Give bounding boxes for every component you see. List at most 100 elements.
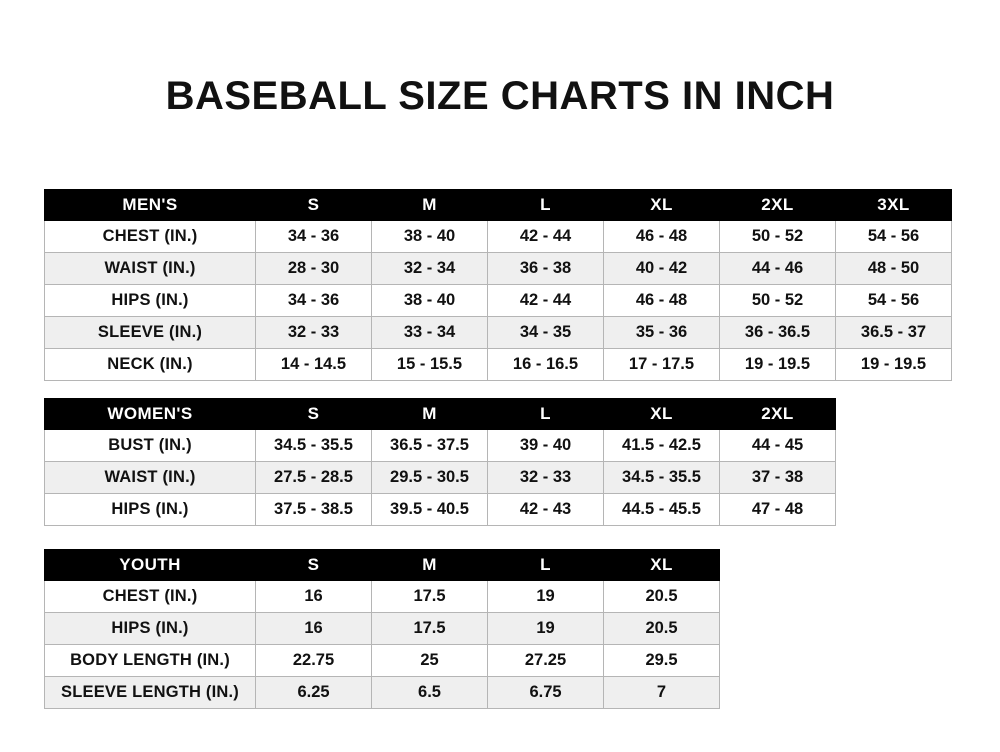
measurement-cell: 27.5 - 28.5 <box>255 461 372 494</box>
youth-chart-block: YOUTH S M L XL CHEST (IN.) 16 17.5 19 20.5 HIPS (… <box>44 549 720 709</box>
womens-row-label: WAIST (IN.) <box>44 461 256 494</box>
measurement-cell: 37.5 - 38.5 <box>255 493 372 526</box>
measurement-cell: 17 - 17.5 <box>603 348 720 381</box>
womens-header-category: WOMEN'S <box>44 398 256 430</box>
youth-size-table: YOUTH S M L XL CHEST (IN.) 16 17.5 19 20.5 HIPS (… <box>44 549 720 709</box>
measurement-cell: 16 - 16.5 <box>487 348 604 381</box>
mens-row-label: NECK (IN.) <box>44 348 256 381</box>
measurement-cell: 35 - 36 <box>603 316 720 349</box>
measurement-cell: 54 - 56 <box>835 284 952 317</box>
youth-table-body: CHEST (IN.) 16 17.5 19 20.5 HIPS (IN.) 16 17.5 1… <box>44 580 720 709</box>
page-title: BASEBALL SIZE CHARTS IN INCH <box>165 74 835 118</box>
measurement-cell: 50 - 52 <box>719 284 836 317</box>
youth-row-label: BODY LENGTH (IN.) <box>44 644 256 677</box>
measurement-cell: 27.25 <box>487 644 604 677</box>
measurement-cell: 50 - 52 <box>719 220 836 253</box>
measurement-cell: 44.5 - 45.5 <box>603 493 720 526</box>
measurement-cell: 28 - 30 <box>255 252 372 285</box>
table-row: NECK (IN.) 14 - 14.5 15 - 15.5 16 - 16.5 17 … <box>44 348 952 381</box>
measurement-cell: 36.5 - 37.5 <box>371 429 488 462</box>
measurement-cell: 41.5 - 42.5 <box>603 429 720 462</box>
measurement-cell: 48 - 50 <box>835 252 952 285</box>
measurement-cell: 14 - 14.5 <box>255 348 372 381</box>
measurement-cell: 15 - 15.5 <box>371 348 488 381</box>
measurement-cell: 38 - 40 <box>371 220 488 253</box>
mens-table-body: CHEST (IN.) 34 - 36 38 - 40 42 - 44 46 - 48 5… <box>44 220 952 381</box>
table-row: HIPS (IN.) 16 17.5 19 20.5 <box>44 612 720 645</box>
measurement-cell: 36.5 - 37 <box>835 316 952 349</box>
measurement-cell: 17.5 <box>371 580 488 613</box>
measurement-cell: 34 - 36 <box>255 220 372 253</box>
table-row: SLEEVE (IN.) 32 - 33 33 - 34 34 - 35 35 - 36… <box>44 316 952 349</box>
measurement-cell: 19 <box>487 612 604 645</box>
mens-size-table: MEN'S S M L XL 2XL 3XL CHEST (IN.) 34 - 36 38 - … <box>44 189 952 381</box>
measurement-cell: 32 - 34 <box>371 252 488 285</box>
youth-row-label: HIPS (IN.) <box>44 612 256 645</box>
measurement-cell: 36 - 38 <box>487 252 604 285</box>
youth-header-row: YOUTH S M L XL <box>44 549 720 581</box>
measurement-cell: 20.5 <box>603 612 720 645</box>
mens-header-s: S <box>255 189 372 221</box>
measurement-cell: 16 <box>255 580 372 613</box>
measurement-cell: 34.5 - 35.5 <box>603 461 720 494</box>
table-row: HIPS (IN.) 34 - 36 38 - 40 42 - 44 46 - 48 50… <box>44 284 952 317</box>
table-row: SLEEVE LENGTH (IN.) 6.25 6.5 6.75 7 <box>44 676 720 709</box>
table-row: WAIST (IN.) 28 - 30 32 - 34 36 - 38 40 - 42 4… <box>44 252 952 285</box>
womens-header-l: L <box>487 398 604 430</box>
measurement-cell: 19 - 19.5 <box>719 348 836 381</box>
mens-chart-block: MEN'S S M L XL 2XL 3XL CHEST (IN.) 34 - 36 38 - … <box>44 189 952 381</box>
womens-table-head: WOMEN'S S M L XL 2XL <box>44 398 836 430</box>
youth-row-label: CHEST (IN.) <box>44 580 256 613</box>
table-row: BODY LENGTH (IN.) 22.75 25 27.25 29.5 <box>44 644 720 677</box>
measurement-cell: 20.5 <box>603 580 720 613</box>
womens-header-s: S <box>255 398 372 430</box>
womens-header-2xl: 2XL <box>719 398 836 430</box>
mens-header-3xl: 3XL <box>835 189 952 221</box>
womens-row-label: HIPS (IN.) <box>44 493 256 526</box>
table-row: CHEST (IN.) 34 - 36 38 - 40 42 - 44 46 - 48 5… <box>44 220 952 253</box>
measurement-cell: 40 - 42 <box>603 252 720 285</box>
mens-header-row: MEN'S S M L XL 2XL 3XL <box>44 189 952 221</box>
measurement-cell: 19 <box>487 580 604 613</box>
measurement-cell: 6.5 <box>371 676 488 709</box>
mens-header-l: L <box>487 189 604 221</box>
measurement-cell: 47 - 48 <box>719 493 836 526</box>
measurement-cell: 36 - 36.5 <box>719 316 836 349</box>
mens-header-category: MEN'S <box>44 189 256 221</box>
mens-row-label: CHEST (IN.) <box>44 220 256 253</box>
womens-size-table: WOMEN'S S M L XL 2XL BUST (IN.) 34.5 - 35.5 36.… <box>44 398 836 526</box>
measurement-cell: 34 - 36 <box>255 284 372 317</box>
mens-row-label: HIPS (IN.) <box>44 284 256 317</box>
measurement-cell: 33 - 34 <box>371 316 488 349</box>
table-row: CHEST (IN.) 16 17.5 19 20.5 <box>44 580 720 613</box>
measurement-cell: 16 <box>255 612 372 645</box>
youth-header-l: L <box>487 549 604 581</box>
mens-row-label: WAIST (IN.) <box>44 252 256 285</box>
measurement-cell: 22.75 <box>255 644 372 677</box>
mens-row-label: SLEEVE (IN.) <box>44 316 256 349</box>
measurement-cell: 39 - 40 <box>487 429 604 462</box>
measurement-cell: 44 - 45 <box>719 429 836 462</box>
measurement-cell: 44 - 46 <box>719 252 836 285</box>
measurement-cell: 42 - 44 <box>487 284 604 317</box>
measurement-cell: 37 - 38 <box>719 461 836 494</box>
mens-header-m: M <box>371 189 488 221</box>
measurement-cell: 46 - 48 <box>603 284 720 317</box>
measurement-cell: 6.25 <box>255 676 372 709</box>
measurement-cell: 29.5 <box>603 644 720 677</box>
measurement-cell: 25 <box>371 644 488 677</box>
measurement-cell: 17.5 <box>371 612 488 645</box>
womens-table-body: BUST (IN.) 34.5 - 35.5 36.5 - 37.5 39 - 40 4… <box>44 429 836 526</box>
mens-table-head: MEN'S S M L XL 2XL 3XL <box>44 189 952 221</box>
mens-header-2xl: 2XL <box>719 189 836 221</box>
womens-chart-block: WOMEN'S S M L XL 2XL BUST (IN.) 34.5 - 35.5 36.… <box>44 398 836 526</box>
youth-row-label: SLEEVE LENGTH (IN.) <box>44 676 256 709</box>
measurement-cell: 6.75 <box>487 676 604 709</box>
measurement-cell: 32 - 33 <box>255 316 372 349</box>
measurement-cell: 19 - 19.5 <box>835 348 952 381</box>
womens-header-m: M <box>371 398 488 430</box>
measurement-cell: 32 - 33 <box>487 461 604 494</box>
measurement-cell: 54 - 56 <box>835 220 952 253</box>
measurement-cell: 34.5 - 35.5 <box>255 429 372 462</box>
